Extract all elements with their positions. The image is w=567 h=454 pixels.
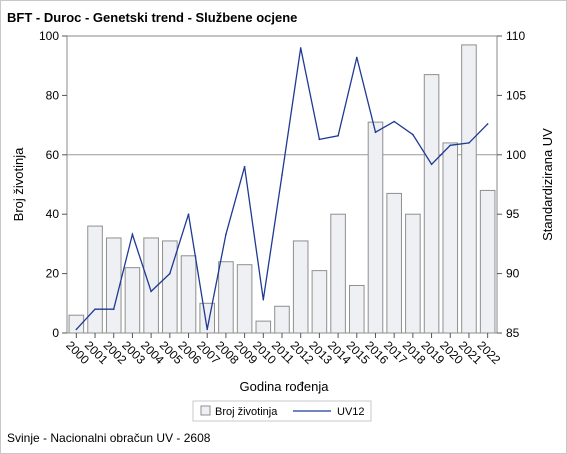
bar-2003 [124, 267, 141, 334]
bar-2019 [423, 74, 440, 334]
y-tick-label-20: 20 [46, 267, 60, 281]
bar-2020 [442, 142, 459, 334]
point-uv12-2019 [430, 163, 433, 166]
footnote: Svinje - Nacionalni obračun UV - 2608 [7, 431, 211, 445]
legend-label-bars: Broj životinja [215, 406, 278, 418]
y-tick-label-40: 40 [46, 207, 60, 221]
point-uv12-2002 [112, 308, 115, 311]
point-uv12-2022 [486, 123, 489, 125]
point-uv12-2010 [262, 298, 265, 301]
y-tick-label-60: 60 [46, 148, 60, 162]
bar-2021 [461, 44, 477, 334]
bar-2005 [162, 240, 178, 334]
point-uv12-2016 [374, 131, 377, 134]
bar-2010 [255, 320, 272, 334]
legend-swatch-bars [200, 405, 211, 416]
y2-tick-label-90: 90 [506, 267, 520, 281]
bar-2014 [330, 213, 346, 334]
y-tick-label-80: 80 [46, 88, 60, 102]
point-uv12-2007 [206, 328, 209, 331]
y2-tick-label-105: 105 [506, 88, 526, 102]
x-axis-title: Godina rođenja [240, 379, 330, 394]
point-uv12-2008 [225, 233, 227, 236]
point-uv12-2000 [75, 328, 78, 331]
y-tick-label-100: 100 [39, 29, 59, 43]
bar-2017 [386, 192, 402, 334]
bar-2009 [236, 264, 253, 334]
point-uv12-2006 [187, 213, 190, 215]
bar-2018 [405, 213, 421, 334]
y2-tick-label-110: 110 [506, 29, 525, 43]
point-uv12-2005 [169, 272, 171, 275]
point-uv12-2013 [318, 138, 321, 141]
y2-tick-label-100: 100 [506, 148, 526, 162]
point-uv12-2015 [355, 56, 358, 59]
y-axis-title: Broj životinja [11, 147, 26, 221]
bar-2001 [87, 225, 103, 334]
point-uv12-2003 [131, 233, 134, 236]
point-uv12-2017 [393, 120, 395, 123]
bar-2016 [367, 121, 384, 334]
bar-2015 [348, 284, 365, 334]
bar-2012 [292, 240, 309, 334]
point-uv12-2018 [412, 133, 414, 136]
point-uv12-2012 [299, 47, 302, 49]
bar-2006 [180, 255, 197, 334]
y2-tick-label-95: 95 [506, 207, 520, 221]
point-uv12-2009 [243, 165, 246, 168]
point-uv12-2004 [150, 290, 152, 293]
bar-2013 [311, 270, 328, 334]
bar-2008 [218, 261, 234, 334]
y-tick-label-0: 0 [52, 326, 59, 340]
point-uv12-2021 [468, 142, 470, 144]
bar-2004 [143, 237, 159, 334]
legend-box [192, 400, 372, 422]
point-uv12-2011 [281, 174, 283, 176]
bar-2002 [105, 237, 122, 334]
bar-2022 [479, 189, 496, 334]
y2-axis-title: Standardizirana UV [540, 128, 555, 241]
point-uv12-2014 [337, 134, 339, 137]
bar-2011 [274, 305, 290, 334]
point-uv12-2020 [449, 144, 452, 147]
point-uv12-2001 [94, 308, 96, 311]
legend-label-line: UV12 [337, 406, 365, 418]
chart-title: BFT - Duroc - Genetski trend - Službene … [7, 10, 298, 25]
y2-tick-label-85: 85 [506, 326, 520, 340]
